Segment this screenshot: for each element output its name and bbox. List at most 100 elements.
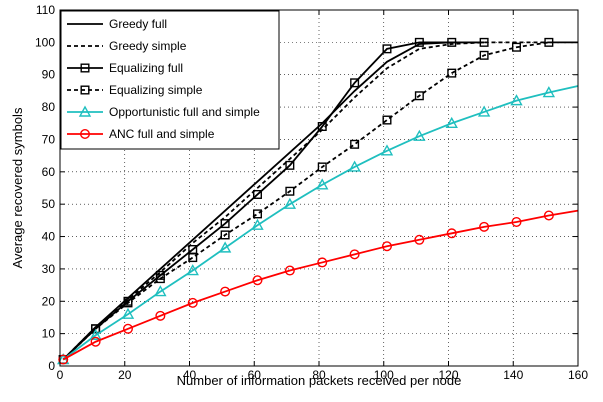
y-axis-label: Average recovered symbols (10, 107, 25, 268)
data-point (285, 160, 295, 170)
series-line (62, 41, 578, 361)
data-point (220, 286, 231, 297)
axis-ticks: 0 20 40 60 80 100 120 140 160 0 10 20 30 40 50 60 70 80 90… (35, 3, 588, 382)
series-line (62, 41, 485, 361)
x-axis-label: Number of information packets received p… (177, 373, 462, 388)
data-point (283, 197, 297, 209)
data-point (284, 265, 295, 276)
y-tick-label: 60 (42, 165, 56, 179)
data-point (89, 328, 102, 340)
legend-label: Equalizing simple (109, 83, 203, 97)
legend-marker (80, 85, 90, 95)
data-point (251, 218, 264, 230)
y-tick-label: 0 (48, 359, 55, 373)
legend-marker (80, 63, 90, 73)
data-point (382, 115, 392, 125)
series-layer (57, 37, 579, 365)
data-point (91, 324, 101, 334)
x-tick-label: 0 (57, 368, 64, 382)
data-point (252, 209, 262, 219)
data-point (187, 297, 198, 308)
y-tick-label: 90 (42, 68, 56, 82)
data-point (543, 210, 554, 221)
data-point (317, 257, 328, 268)
data-point (511, 42, 521, 52)
data-point (155, 310, 166, 321)
data-point (510, 94, 523, 106)
y-tick-label: 30 (42, 262, 56, 276)
data-point (544, 37, 554, 47)
data-point (479, 221, 490, 232)
data-point (445, 116, 458, 128)
series-5 (58, 209, 579, 365)
legend-label: Opportunistic full and simple (109, 105, 260, 119)
legend-label: Greedy full (109, 17, 167, 31)
y-tick-label: 100 (35, 35, 55, 49)
legend-label: Equalizing full (109, 61, 183, 75)
data-point (447, 37, 457, 47)
data-point (252, 189, 262, 199)
data-point (123, 298, 133, 308)
data-point (511, 216, 522, 227)
data-point (317, 122, 327, 132)
series-line (62, 41, 485, 361)
data-point (413, 129, 426, 141)
series-0 (62, 41, 485, 361)
data-point (477, 105, 491, 117)
legend-label: Greedy simple (109, 39, 187, 53)
series-line (62, 209, 579, 361)
x-tick-label: 80 (312, 368, 326, 382)
data-point (285, 186, 295, 196)
legend-marker (78, 105, 92, 117)
data-point (542, 86, 556, 98)
legend: Greedy full Greedy simple Equalizing full E… (60, 10, 280, 150)
data-point (90, 336, 101, 347)
data-point (479, 37, 489, 47)
y-tick-label: 10 (42, 327, 56, 341)
y-tick-label: 80 (42, 100, 56, 114)
legend-label: ANC full and simple (109, 127, 215, 141)
series-line (62, 85, 579, 361)
data-point (446, 228, 457, 239)
x-tick-label: 100 (374, 368, 394, 382)
y-tick-label: 40 (42, 230, 56, 244)
data-point (479, 50, 489, 60)
legend-box (60, 10, 280, 150)
data-point (121, 307, 135, 319)
y-tick-label: 110 (36, 3, 55, 17)
data-point (380, 144, 394, 156)
y-tick-label: 20 (42, 294, 56, 308)
x-tick-label: 40 (183, 368, 197, 382)
x-tick-label: 120 (438, 368, 458, 382)
data-point (252, 275, 263, 286)
data-point (349, 249, 360, 260)
data-point (350, 78, 360, 88)
data-point (316, 178, 329, 190)
data-point (414, 234, 425, 245)
data-point (350, 139, 360, 149)
data-point (155, 274, 165, 284)
data-point (317, 162, 327, 172)
data-point (381, 241, 392, 252)
y-tick-label: 50 (42, 197, 56, 211)
data-point (414, 37, 424, 47)
x-tick-label: 140 (503, 368, 523, 382)
x-tick-label: 160 (568, 368, 588, 382)
data-point (186, 264, 199, 276)
data-point (122, 323, 133, 334)
data-point (188, 253, 198, 263)
series-3 (58, 37, 578, 365)
data-point (348, 160, 361, 172)
data-point (58, 354, 69, 365)
data-point (382, 44, 392, 54)
data-point (218, 241, 232, 253)
x-tick-label: 20 (118, 368, 132, 382)
data-point (220, 230, 230, 240)
data-point (414, 91, 424, 101)
data-point (154, 285, 167, 297)
x-tick-label: 60 (248, 368, 262, 382)
legend-marker (79, 128, 90, 139)
data-point (447, 68, 457, 78)
y-tick-label: 70 (42, 132, 56, 146)
